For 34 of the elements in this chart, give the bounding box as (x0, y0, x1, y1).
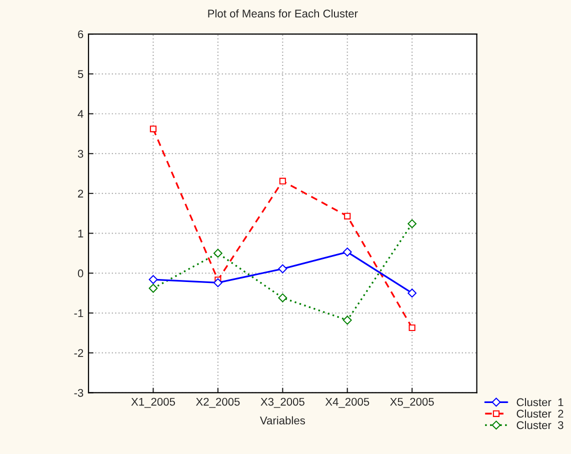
y-tick-label: 2 (78, 190, 84, 198)
x-tick-label: X2_2005 (196, 398, 240, 408)
point (150, 126, 157, 132)
point (213, 248, 222, 258)
point (278, 264, 288, 274)
point (278, 293, 288, 302)
y-tick-label: 5 (78, 70, 84, 78)
point (408, 219, 417, 228)
x-tick-label: X4_2005 (325, 398, 370, 408)
legend-label: Cluster 3 (516, 420, 564, 430)
point (279, 178, 286, 184)
legend-label: Cluster 1 (516, 398, 564, 406)
x-tick-label: X3_2005 (260, 398, 304, 408)
point (213, 278, 222, 288)
y-tick-label: 3 (78, 150, 84, 158)
y-tick-label: -2 (74, 349, 84, 357)
point (344, 212, 351, 220)
point (148, 284, 158, 293)
y-tick-label: 6 (78, 30, 84, 38)
point (148, 275, 158, 284)
y-tick-label: -3 (74, 388, 84, 397)
point (342, 248, 352, 256)
legend-label: Cluster 2 (516, 409, 564, 418)
y-tick-label: 0 (78, 269, 84, 278)
x-tick-label: X1_2005 (131, 398, 175, 408)
point (408, 288, 417, 298)
point (408, 324, 416, 332)
x-tick-label: X5_2005 (390, 398, 434, 408)
y-tick-label: -1 (74, 309, 84, 318)
point (342, 316, 352, 325)
y-tick-label: 4 (78, 110, 84, 118)
x-axis-title: Variables (260, 416, 305, 424)
chart-title: Plot of Means for Each Cluster (208, 9, 358, 18)
y-tick-label: 1 (78, 230, 84, 238)
